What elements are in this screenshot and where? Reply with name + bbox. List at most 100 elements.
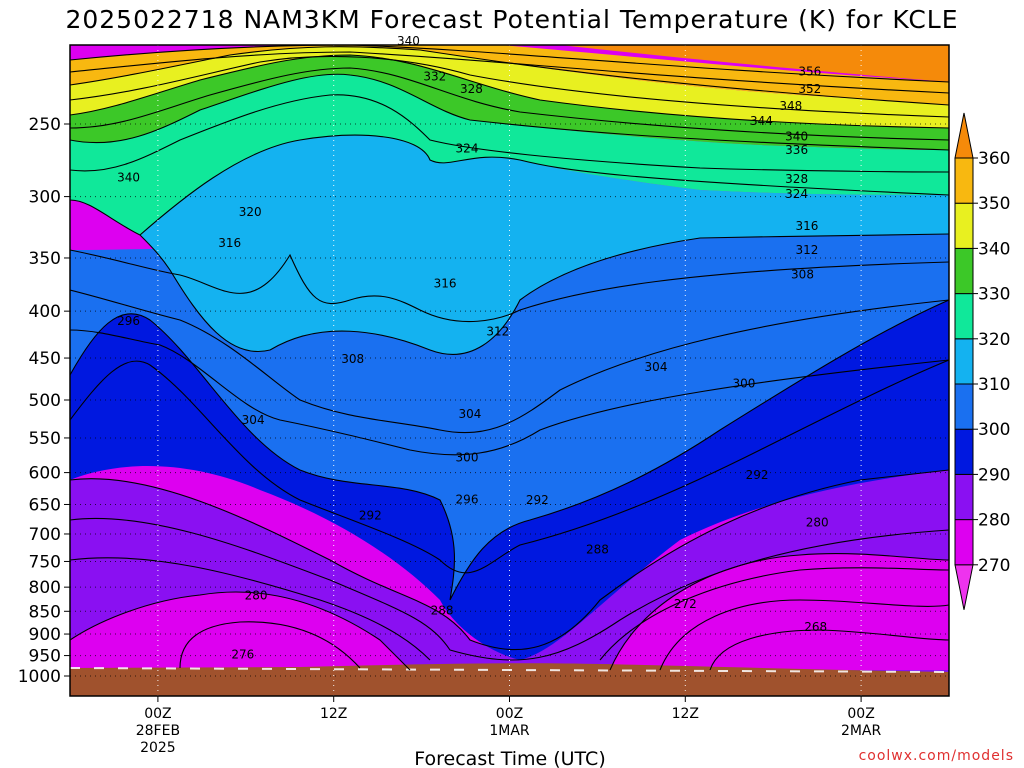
chart-title: 2025022718 NAM3KM Forecast Potential Tem… — [65, 5, 958, 34]
contour-line — [70, 329, 949, 456]
y-tick-label: 850 — [29, 602, 61, 622]
contour-label: 312 — [795, 243, 818, 257]
contour-label: 320 — [239, 205, 262, 219]
y-tick-label: 450 — [29, 349, 61, 369]
y-tick-label: 800 — [29, 578, 61, 598]
y-tick-label: 700 — [29, 525, 61, 545]
colorbar-tick-label: 320 — [978, 330, 1010, 350]
x-tick-label: 1MAR — [489, 723, 530, 739]
contour-label: 336 — [785, 143, 808, 157]
y-tick-label: 350 — [29, 249, 61, 269]
colorbar-swatch — [954, 428, 974, 475]
contour-label: 292 — [359, 508, 382, 522]
contour-label: 352 — [798, 82, 821, 96]
contour-label: 304 — [645, 360, 668, 374]
x-tick-label: 2025 — [140, 740, 176, 756]
colorbar-tick-label: 360 — [978, 149, 1010, 169]
y-tick-label: 250 — [29, 115, 61, 135]
x-tick-label: 2MAR — [841, 723, 882, 739]
contour-label: 288 — [431, 603, 454, 617]
contour-label: 328 — [460, 82, 483, 96]
colorbar-tick-label: 270 — [978, 556, 1010, 576]
contour-line — [70, 199, 949, 355]
contour-label: 340 — [397, 34, 420, 48]
contour-line — [70, 51, 949, 94]
contour-line — [70, 67, 949, 141]
contour-line — [70, 73, 949, 151]
contour-label: 296 — [117, 314, 140, 328]
contour-line — [659, 599, 949, 671]
colorbar-swatch — [954, 293, 974, 340]
colorbar-swatch — [954, 112, 974, 159]
contour-label: 280 — [806, 515, 829, 529]
y-tick-label: 550 — [29, 429, 61, 449]
contour-line — [609, 553, 949, 671]
contour-label: 316 — [218, 236, 241, 250]
contour-label: 312 — [486, 325, 509, 339]
contour-label: 344 — [750, 114, 773, 128]
x-tick-label: 12Z — [672, 706, 699, 722]
colorbar-swatch — [954, 157, 974, 204]
plot-area — [70, 45, 949, 696]
colorbar-tick-label: 340 — [978, 239, 1010, 259]
x-tick-label: 12Z — [320, 706, 347, 722]
contour-lines — [70, 45, 949, 671]
contour-label: 304 — [458, 407, 481, 421]
credit-text: coolwx.com/models — [859, 748, 1014, 764]
contour-line — [70, 469, 949, 651]
colorbar-tick-label: 330 — [978, 285, 1010, 305]
band-surface-low-right — [610, 553, 949, 670]
contour-label: 292 — [526, 493, 549, 507]
contour-line — [709, 629, 949, 671]
contour-label: 316 — [795, 219, 818, 233]
contour-label: 276 — [231, 647, 254, 661]
contour-line — [70, 359, 949, 574]
grid-lines — [70, 45, 949, 696]
x-tick-label: 28FEB — [136, 723, 180, 739]
x-tick-label: 00Z — [144, 706, 171, 722]
y-tick-label: 300 — [29, 188, 61, 208]
contour-label: 300 — [456, 451, 479, 465]
contour-label: 332 — [423, 70, 446, 84]
contour-line — [139, 134, 949, 236]
colorbar-swatch — [954, 564, 974, 610]
band-330-340 — [70, 55, 949, 150]
ground — [70, 663, 949, 696]
y-axis: 250 300 350 400 450 500 550 600 650 700 750 800 850 9… — [18, 115, 70, 687]
contour-line — [70, 299, 949, 601]
colorbar-swatch — [954, 383, 974, 430]
colorbar-tick-label: 290 — [978, 465, 1010, 485]
colorbar-tick-label: 310 — [978, 375, 1010, 395]
colorbar-swatch — [954, 338, 974, 385]
contour-label: 324 — [456, 142, 479, 156]
y-tick-label: 600 — [29, 464, 61, 484]
band-320-330 — [70, 74, 949, 235]
y-tick-label: 1000 — [18, 667, 61, 687]
contour-label: 324 — [785, 187, 808, 201]
x-tick-label: 00Z — [496, 706, 523, 722]
contour-label: 340 — [117, 171, 140, 185]
x-axis-title: Forecast Time (UTC) — [414, 748, 605, 768]
y-tick-label: 400 — [29, 302, 61, 322]
contour-line — [70, 94, 949, 173]
contour-line — [70, 591, 411, 671]
contour-line — [70, 249, 949, 323]
y-tick-label: 950 — [29, 647, 61, 667]
colorbar-swatch — [954, 247, 974, 295]
contour-label: 300 — [732, 377, 755, 391]
contour-label: 268 — [804, 620, 827, 634]
x-tick-label: 00Z — [847, 706, 874, 722]
contour-line — [70, 46, 949, 106]
colorbar-tick-label: 280 — [978, 511, 1010, 531]
y-tick-label: 900 — [29, 625, 61, 645]
contour-line — [70, 54, 949, 129]
band-350-360 — [70, 45, 949, 105]
contour-line — [70, 55, 949, 118]
contour-label: 316 — [434, 276, 457, 290]
colorbar-swatch — [954, 473, 974, 521]
contour-label: 296 — [456, 493, 479, 507]
contour-label: 288 — [586, 543, 609, 557]
